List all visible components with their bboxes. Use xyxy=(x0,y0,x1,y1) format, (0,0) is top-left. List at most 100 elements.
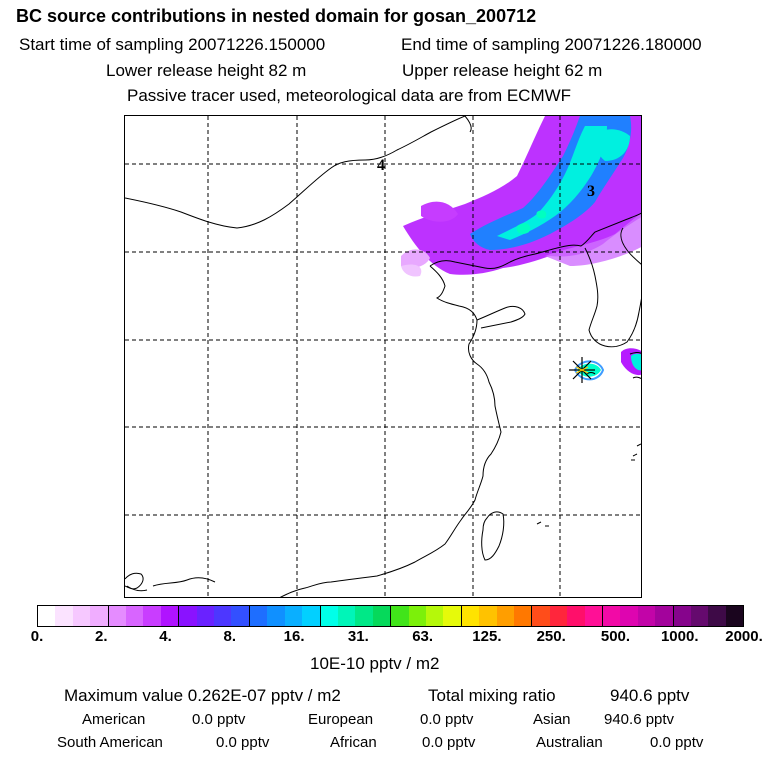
color-scale-segment xyxy=(90,606,109,626)
region-value-south-american: 0.0 pptv xyxy=(216,734,270,751)
color-scale-tick-label: 2. xyxy=(95,628,108,645)
color-scale-segment xyxy=(673,606,692,626)
border-mongolia xyxy=(125,116,466,229)
color-scale-segment xyxy=(179,606,197,626)
color-scale-segment xyxy=(496,606,514,626)
color-scale-bar xyxy=(37,605,744,627)
color-scale-segment xyxy=(620,606,638,626)
color-scale-segment xyxy=(408,606,426,626)
color-scale-segment xyxy=(461,606,480,626)
color-scale-segment xyxy=(231,606,250,626)
plume-faint-west xyxy=(401,249,430,268)
total-mixing-value: 940.6 pptv xyxy=(610,686,690,705)
color-scale-segment xyxy=(567,606,585,626)
color-scale-segment xyxy=(38,606,56,626)
plume-core-bits xyxy=(516,210,547,234)
region-name-american: American xyxy=(82,711,146,728)
color-scale-segment xyxy=(126,606,144,626)
color-scale-segment xyxy=(513,606,533,626)
color-scale-segment xyxy=(108,606,127,626)
upper-release-label: Upper release height 62 m xyxy=(402,61,603,80)
color-scale-segment xyxy=(214,606,232,626)
lower-release-label: Lower release height 82 m xyxy=(106,61,307,80)
color-scale-segment xyxy=(196,606,215,626)
map-canvas: 4 3 xyxy=(125,116,641,597)
color-scale-segment xyxy=(479,606,497,626)
color-scale-segment xyxy=(708,606,726,626)
color-scale-segment xyxy=(584,606,603,626)
coast-bottom-left xyxy=(126,585,148,592)
plume-purple-west xyxy=(421,201,458,222)
color-scale-segment xyxy=(337,606,356,626)
color-scale-segment xyxy=(372,606,392,626)
region-name-african: African xyxy=(330,734,377,751)
color-scale-segment xyxy=(425,606,444,626)
color-scale-segment xyxy=(391,606,409,626)
island-chain xyxy=(536,443,641,527)
plume-core-east xyxy=(594,129,630,161)
plume-lavender xyxy=(545,213,641,266)
color-scale-unit: 10E-10 pptv / m2 xyxy=(310,654,440,673)
island-japan-west xyxy=(629,352,641,380)
color-scale-segment xyxy=(655,606,674,626)
coast-bohai xyxy=(429,247,558,269)
region-value-european: 0.0 pptv xyxy=(420,711,474,728)
color-scale-tick-label: 8. xyxy=(223,628,237,645)
color-scale-segment xyxy=(443,606,462,626)
east-patch-core xyxy=(631,353,641,371)
color-scale-segment xyxy=(691,606,709,626)
color-scale-tick-label: 4. xyxy=(159,628,172,645)
region-value-american: 0.0 pptv xyxy=(192,711,246,728)
color-scale-tick-label: 250. xyxy=(536,628,566,645)
coast-korea-east xyxy=(620,227,641,265)
color-scale-tick-label: 125. xyxy=(472,628,502,645)
region-name-south-american: South American xyxy=(57,734,163,751)
coast-south-china xyxy=(152,577,216,587)
color-scale-segment xyxy=(355,606,373,626)
color-scale-segment xyxy=(725,606,744,626)
color-scale-segment xyxy=(55,606,73,626)
color-scale-segment xyxy=(532,606,550,626)
coast-china-east xyxy=(279,265,502,597)
plume-faint-sw xyxy=(401,264,422,277)
tracer-note: Passive tracer used, meteorological data… xyxy=(127,86,572,105)
plume-core xyxy=(497,126,607,240)
color-scale-segment xyxy=(549,606,568,626)
color-scale-tick-label: 0. xyxy=(30,628,44,645)
total-mixing-label: Total mixing ratio xyxy=(428,686,556,705)
border-mongolia-east xyxy=(464,116,472,133)
color-scale-segment xyxy=(249,606,268,626)
color-scale-tick-label: 16. xyxy=(283,628,305,645)
coast-shandong xyxy=(476,305,526,329)
color-scale-tick-label: 500. xyxy=(600,628,631,645)
border-korea xyxy=(556,212,641,249)
map-panel: 4 3 xyxy=(124,115,642,598)
region-name-european: European xyxy=(308,711,374,728)
region-value-asian: 940.6 pptv xyxy=(604,711,675,728)
region-name-australian: Australian xyxy=(536,734,603,751)
color-scale-segment xyxy=(637,606,656,626)
color-scale-segment xyxy=(603,606,621,626)
start-sampling-label: Start time of sampling 20071226.150000 xyxy=(19,35,326,54)
island-jeju xyxy=(586,372,596,375)
color-scale-segment xyxy=(267,606,285,626)
color-scale-segment xyxy=(284,606,303,626)
region-value-australian: 0.0 pptv xyxy=(650,734,704,751)
region-value-african: 0.0 pptv xyxy=(422,734,476,751)
color-scale-tick-label: 63. xyxy=(412,628,434,645)
color-scale-segment xyxy=(320,606,338,626)
map-label-4: 4 xyxy=(377,157,385,174)
color-scale-segment xyxy=(72,606,91,626)
region-name-asian: Asian xyxy=(533,711,571,728)
color-scale-segment xyxy=(302,606,321,626)
maximum-value-label: Maximum value 0.262E-07 pptv / m2 xyxy=(64,686,341,705)
color-scale-tick-label: 31. xyxy=(347,628,369,645)
island-taiwan xyxy=(481,511,505,561)
receptor-halo xyxy=(573,360,605,381)
color-scale-segment xyxy=(160,606,180,626)
map-label-3: 3 xyxy=(587,183,595,200)
color-scale-segment xyxy=(143,606,161,626)
color-scale-tick-label: 1000. xyxy=(660,628,699,645)
plot-title: BC source contributions in nested domain… xyxy=(16,6,537,26)
end-sampling-label: End time of sampling 20071226.180000 xyxy=(401,35,702,54)
